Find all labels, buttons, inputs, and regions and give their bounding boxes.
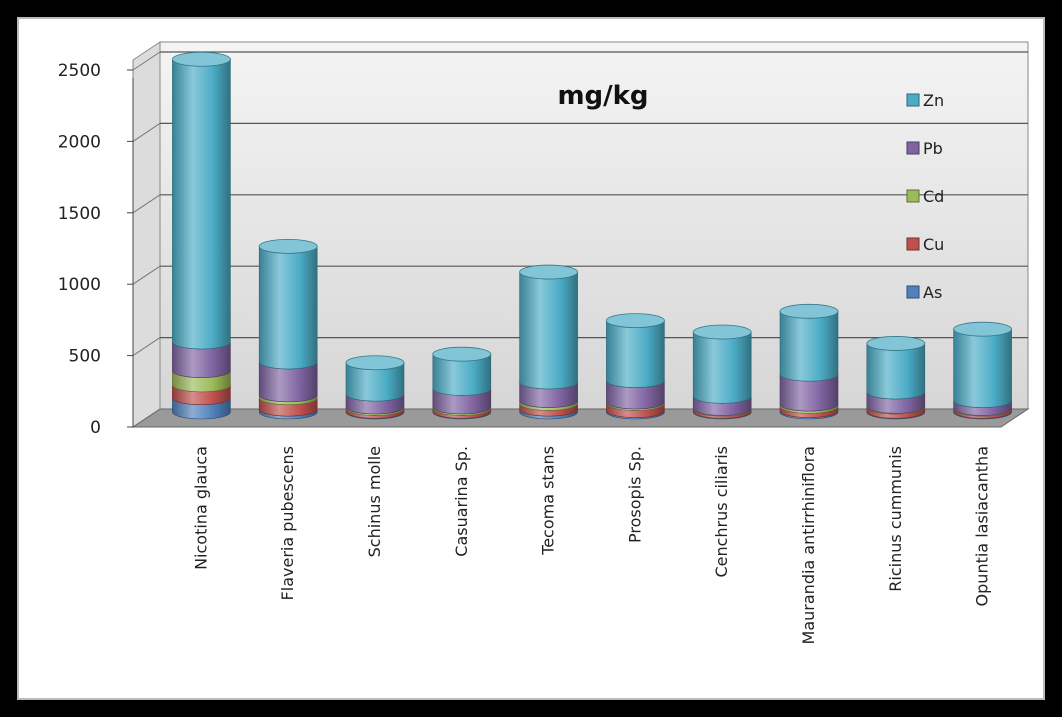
gridline-side <box>132 337 161 357</box>
bar-stack <box>519 264 578 420</box>
y-tick-label: 500 <box>69 347 101 367</box>
bar-segment-zn <box>258 246 318 370</box>
category-labels: Nicotina glauca Flaveria pubescens Schinus… <box>191 446 991 644</box>
bars <box>171 51 1012 420</box>
gridline-side <box>132 122 161 142</box>
legend-swatch-pb <box>906 141 920 155</box>
bar-stack <box>692 324 752 420</box>
y-tick-label: 1500 <box>58 204 101 224</box>
category-label: Nicotina glauca <box>191 446 210 570</box>
chart-title: mg/kg <box>557 81 648 111</box>
category-label: Casuarina Sp. <box>452 446 471 557</box>
bar-stack <box>171 51 231 420</box>
legend-label-cu: Cu <box>923 235 944 254</box>
bar-stack <box>606 313 665 420</box>
category-label: Cenchrus ciliaris <box>712 446 731 578</box>
bar-top-cap <box>345 355 405 371</box>
legend-label-zn: Zn <box>923 91 944 110</box>
bar-stack <box>953 321 1012 420</box>
gridline-side <box>132 194 161 214</box>
bar-stack <box>779 303 839 420</box>
bar-stack <box>345 355 405 420</box>
bar-segment-zn <box>779 311 839 382</box>
category-label: Opuntia lasiacantha <box>973 446 992 606</box>
bar-top-cap <box>692 324 752 340</box>
bar-segment-zn <box>519 271 578 390</box>
bar-top-cap <box>866 336 926 351</box>
bar-stack <box>258 238 318 420</box>
legend-swatch-as <box>906 285 920 299</box>
category-label: Schinus molle <box>365 446 384 557</box>
y-tick-label: 0 <box>90 418 101 438</box>
bar-top-cap <box>258 238 318 254</box>
bar-top-cap <box>432 346 492 362</box>
y-tick-label: 2500 <box>58 61 101 81</box>
category-label: Maurandia antirrhiniflora <box>799 446 818 644</box>
bar-top-cap <box>519 264 578 280</box>
bar-top-cap <box>953 321 1012 337</box>
inner-border <box>17 17 1045 700</box>
legend-label-pb: Pb <box>923 139 943 158</box>
bar-segment-zn <box>692 331 752 404</box>
category-label: Ricinus cummunis <box>886 446 905 592</box>
legend-swatch-cd <box>906 189 920 203</box>
legend-label-cd: Cd <box>923 187 944 206</box>
gridline-side <box>132 51 161 71</box>
bar-stack <box>432 346 492 420</box>
category-label: Tecoma stans <box>539 446 558 556</box>
bar-segment-zn <box>953 329 1012 408</box>
category-label: Prosopis Sp. <box>625 446 644 543</box>
bar-stack <box>866 336 926 420</box>
gridline-side <box>132 265 161 285</box>
legend: Zn Pb Cd Cu As <box>906 91 944 302</box>
bar-top-cap <box>171 51 231 67</box>
bar-top-cap <box>606 313 665 329</box>
bar-segment-zn <box>866 343 926 400</box>
bar-segment-zn <box>172 59 231 350</box>
bar-segment-zn <box>606 320 665 388</box>
legend-swatch-zn <box>906 93 920 107</box>
legend-swatch-cu <box>906 237 920 251</box>
legend-label-as: As <box>923 283 942 302</box>
category-label: Flaveria pubescens <box>278 446 297 600</box>
side-wall <box>132 41 161 428</box>
y-tick-label: 1000 <box>58 275 101 295</box>
y-tick-label: 2000 <box>58 132 101 152</box>
bar-top-cap <box>779 303 839 319</box>
